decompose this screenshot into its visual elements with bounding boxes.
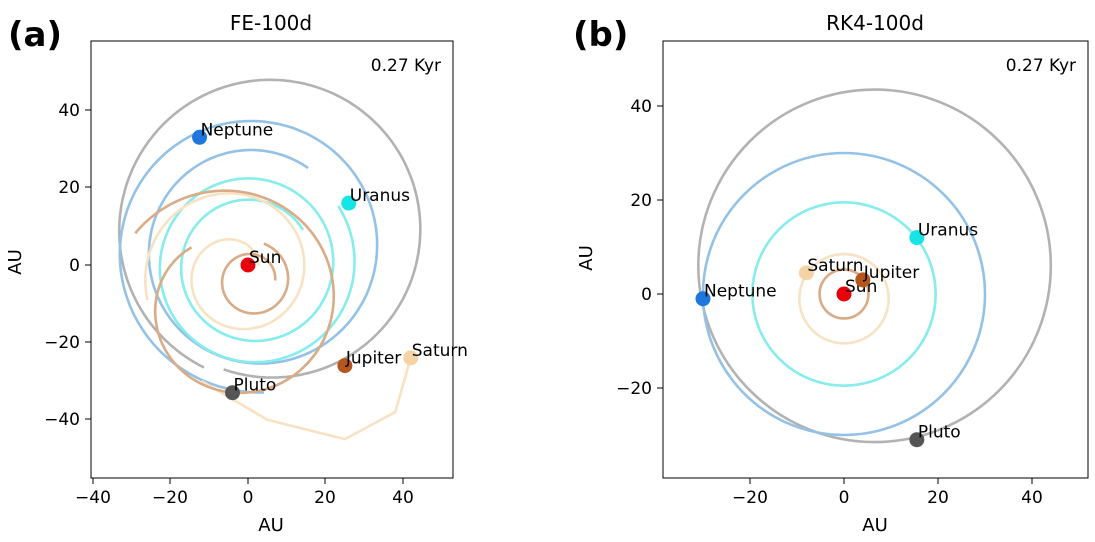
orbit-saturn — [798, 252, 890, 345]
panel-b-body-saturn — [798, 265, 814, 281]
panel-a-body-pluto — [225, 385, 240, 401]
panel-a-xtick-label: −40 — [75, 488, 111, 508]
panel-b: (b) RK4-100d 0.27 Kyr −20 0 20 40 40 20 … — [573, 11, 1089, 536]
panel-b-label-neptune: Neptune — [704, 282, 777, 302]
panel-b-body-pluto — [909, 432, 925, 448]
panel-a-ylabel: AU — [5, 249, 26, 275]
panel-a-xlabel: AU — [258, 515, 284, 536]
orbit-neptune — [118, 119, 379, 394]
panel-b-ytick-label: 40 — [630, 97, 652, 117]
panel-b-label-uranus: Uranus — [918, 221, 978, 241]
panel-b-xtick-label: −20 — [732, 488, 768, 508]
panel-a-time: 0.27 Kyr — [371, 56, 441, 76]
panel-b-ytick-label: −20 — [616, 379, 652, 399]
panel-b-body-uranus — [909, 230, 925, 246]
panel-a: (a) FE-100d 0.27 Kyr −40 −20 0 20 40 — [5, 11, 468, 536]
panel-a-label-saturn: Saturn — [412, 341, 468, 361]
panel-a-label-uranus: Uranus — [350, 186, 410, 206]
panel-a-ytick-label: 0 — [69, 256, 80, 276]
panel-a-xtick-label: 40 — [392, 488, 414, 508]
panel-b-label-jupiter: Jupiter — [863, 263, 919, 283]
panel-a-body-saturn — [403, 350, 419, 366]
panel-a-orbits — [117, 78, 422, 441]
panel-b-xtick-label: 0 — [839, 488, 850, 508]
orbit-jupiter-inner — [220, 242, 290, 315]
panel-b-yticks: 40 20 0 −20 — [616, 97, 663, 399]
panel-a-yticks: 40 20 0 −20 −40 — [44, 101, 91, 430]
panel-b-letter: (b) — [573, 15, 628, 55]
panel-a-label-neptune: Neptune — [201, 120, 274, 140]
panel-a-label-pluto: Pluto — [234, 376, 277, 396]
panel-a-bodies: Sun Jupiter Saturn Uranus Neptune Pluto — [192, 120, 468, 401]
orbit-saturn-tail — [200, 357, 412, 441]
panel-a-xticks: −40 −20 0 20 40 — [75, 478, 414, 508]
panel-a-xtick-label: 20 — [314, 488, 336, 508]
panel-a-frame — [90, 40, 454, 479]
panel-a-body-uranus — [341, 195, 357, 211]
orbit-uranus — [158, 177, 356, 364]
panel-a-label-jupiter: Jupiter — [345, 349, 401, 369]
panel-b-body-sun — [836, 286, 852, 302]
panel-a-body-neptune — [192, 129, 208, 145]
orbit-pluto — [696, 88, 1053, 444]
panel-b-ytick-label: 0 — [641, 285, 652, 305]
panel-b-time: 0.27 Kyr — [1006, 56, 1076, 76]
panel-a-ytick-label: 40 — [58, 101, 80, 121]
panel-b-ylabel: AU — [576, 245, 597, 271]
panel-b-xtick-label: 20 — [927, 488, 949, 508]
panel-a-ytick-label: −20 — [44, 333, 80, 353]
panel-b-label-pluto: Pluto — [918, 423, 961, 443]
orbit-uranus — [751, 201, 937, 387]
panel-a-letter: (a) — [8, 15, 62, 55]
orbit-saturn — [144, 191, 306, 331]
panel-a-title: FE-100d — [230, 11, 312, 35]
panel-a-body-jupiter — [337, 358, 353, 374]
panel-a-ytick-label: −40 — [44, 410, 80, 430]
panel-b-label-saturn: Saturn — [807, 256, 863, 276]
panel-a-ytick-label: 20 — [58, 178, 80, 198]
panel-b-title: RK4-100d — [826, 11, 924, 35]
panel-b-xlabel: AU — [862, 515, 888, 536]
panel-a-label-sun: Sun — [249, 248, 281, 268]
panel-b-xticks: −20 0 20 40 — [732, 478, 1043, 508]
panel-b-xtick-label: 40 — [1021, 488, 1043, 508]
panel-a-xtick-label: −20 — [152, 488, 188, 508]
panel-b-body-jupiter — [855, 272, 871, 288]
orbit-jupiter — [818, 268, 870, 320]
panel-b-frame — [662, 40, 1089, 479]
panel-b-body-neptune — [695, 291, 711, 307]
panel-b-ytick-label: 20 — [630, 191, 652, 211]
panel-a-xtick-label: 0 — [243, 488, 254, 508]
panel-a-body-sun — [240, 257, 256, 273]
orbit-jupiter-outer — [134, 189, 335, 395]
